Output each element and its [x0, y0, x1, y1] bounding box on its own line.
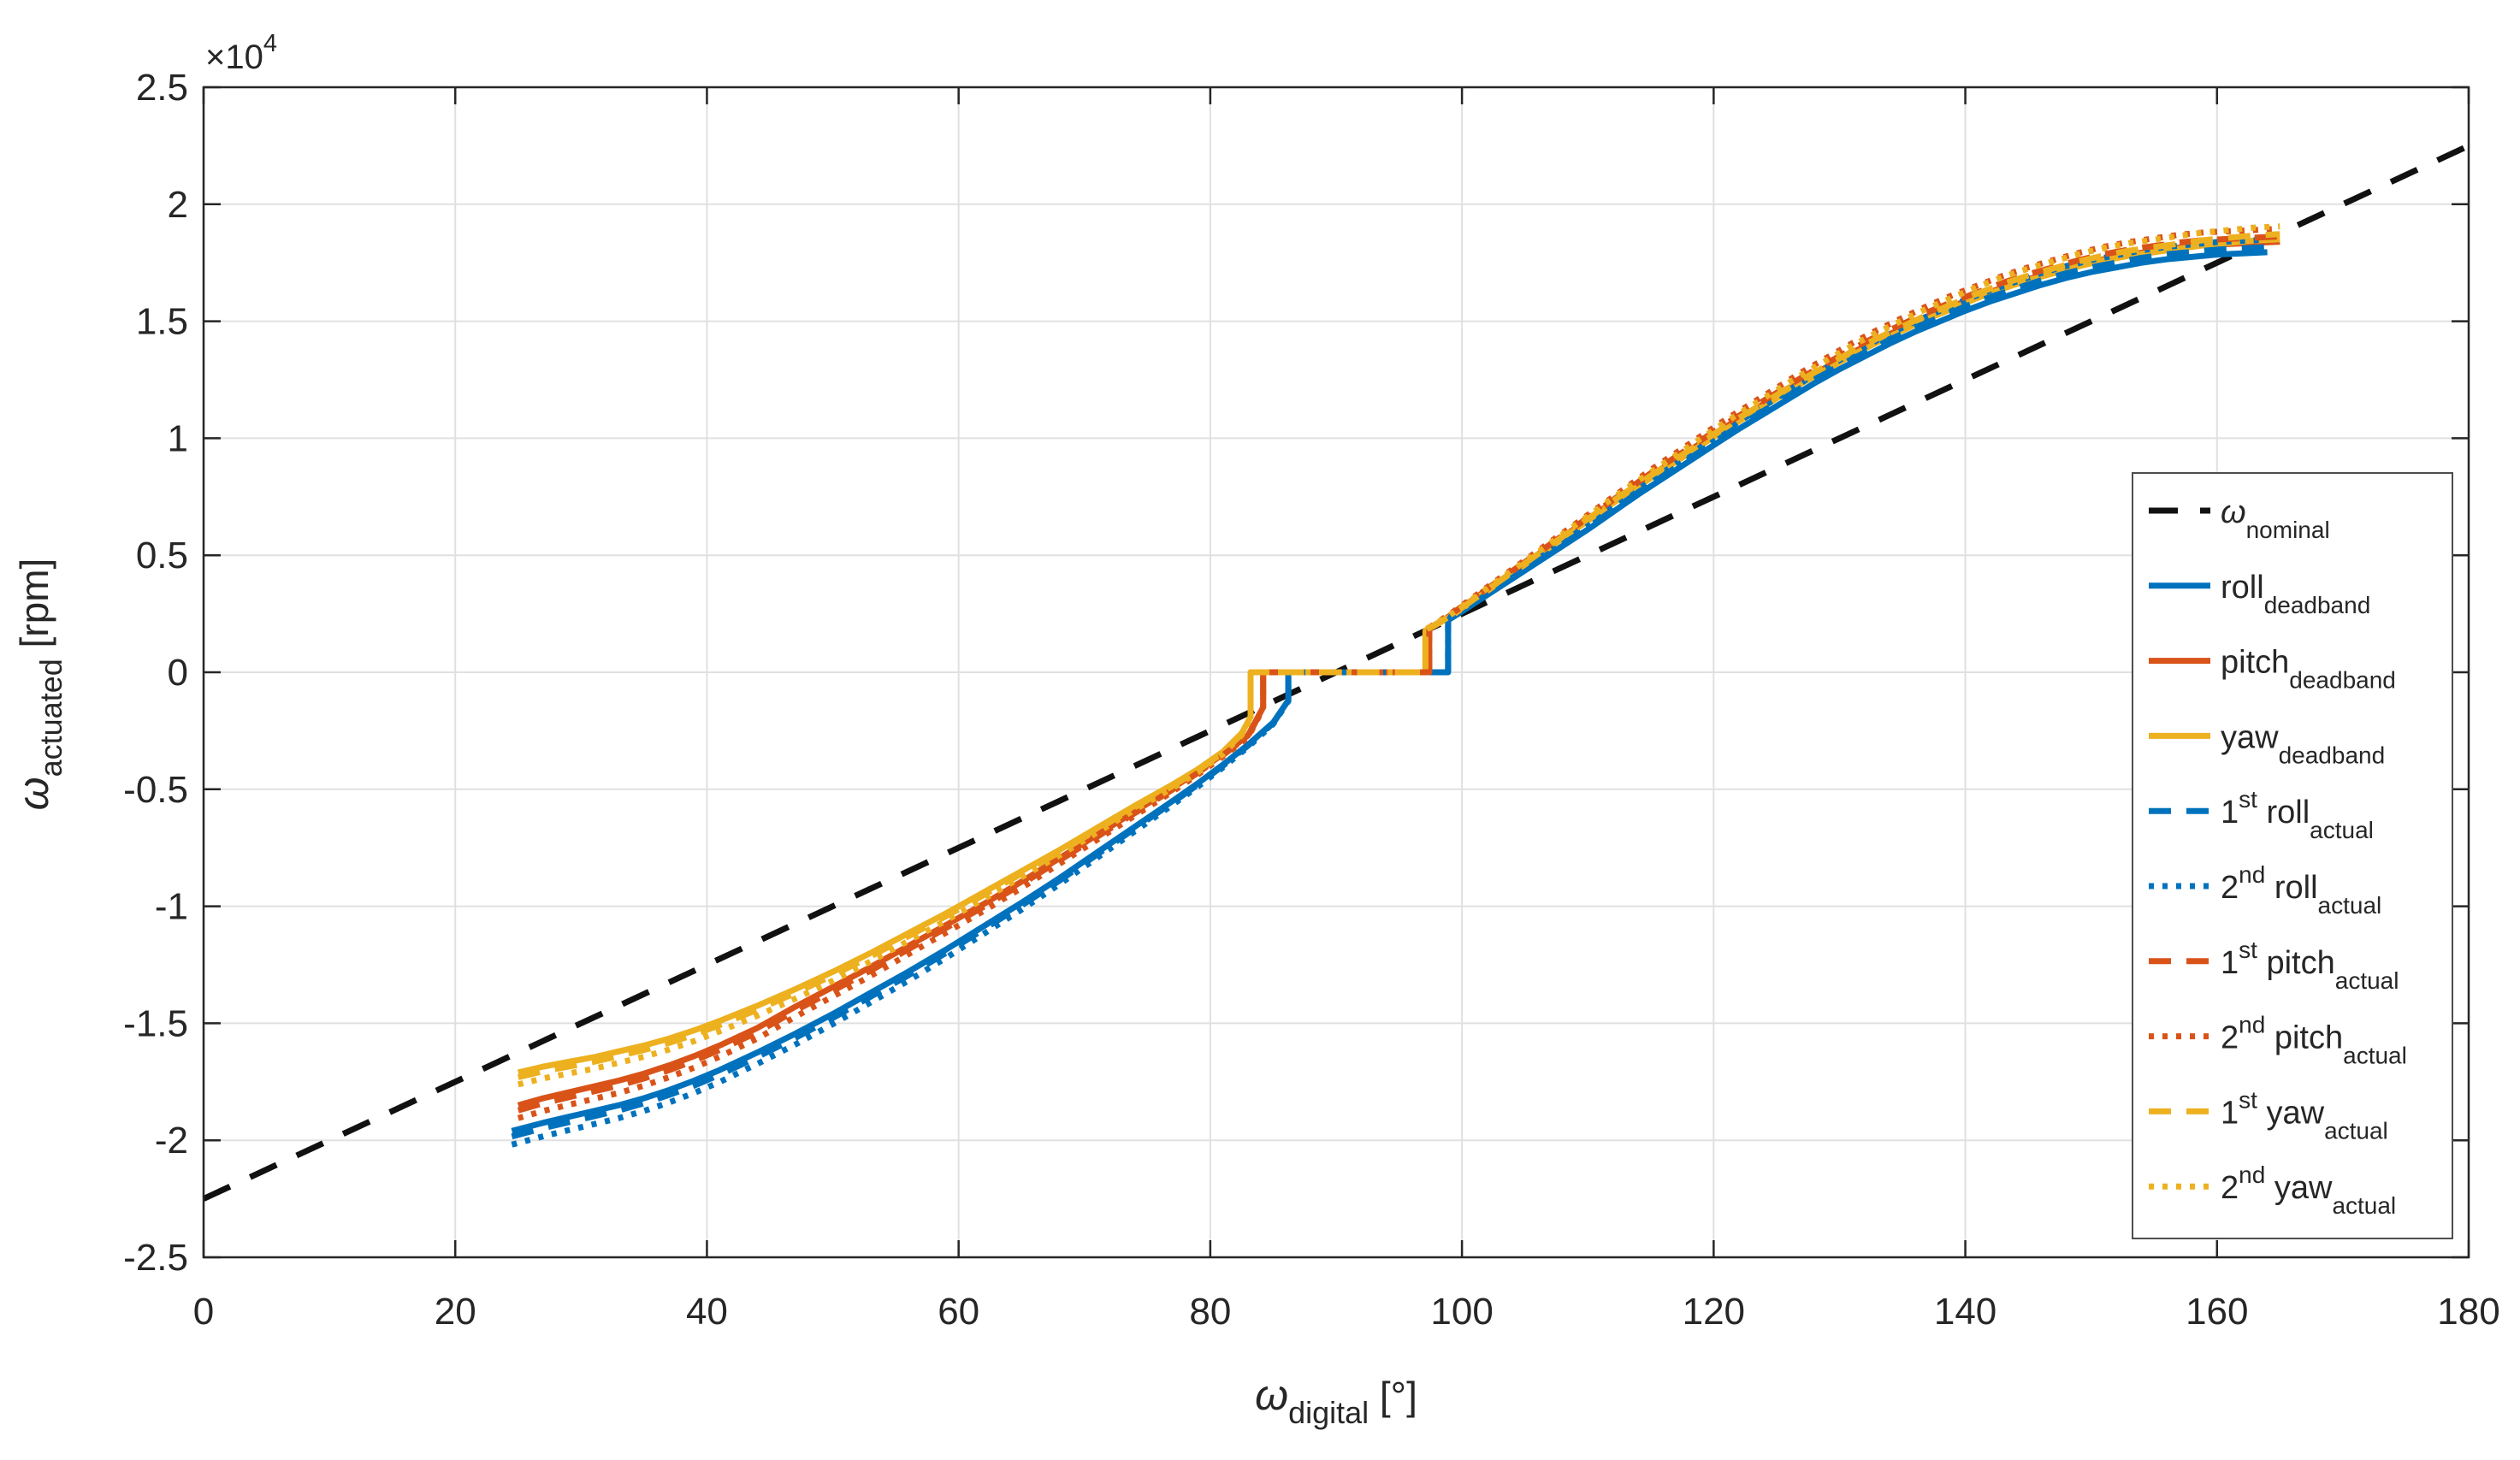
- y-axis-label: ωactuated [rpm]: [9, 559, 68, 811]
- axes-box: [202, 86, 2470, 1259]
- legend-label-1st-pitch-actual: 1st pitchactual: [2221, 937, 2399, 994]
- svg-text:60: 60: [938, 1291, 979, 1333]
- legend-label-1st-yaw-actual: 1st yawactual: [2221, 1086, 2388, 1144]
- svg-text:-2: -2: [155, 1120, 188, 1161]
- legend-label-pitch-deadband: pitchdeadband: [2221, 645, 2396, 694]
- svg-text:0: 0: [168, 652, 188, 694]
- legend: ωnominal rolldeadband pitchdeadband yawdead…: [2132, 472, 2453, 1239]
- svg-text:80: 80: [1189, 1291, 1231, 1333]
- legend-item-1st-roll-actual: 1st rollactual: [2149, 786, 2374, 843]
- svg-text:-1.5: -1.5: [123, 1002, 188, 1044]
- svg-text:40: 40: [686, 1291, 728, 1333]
- series-1st-roll-actual: [511, 244, 2268, 1140]
- legend-label-1st-roll-actual: 1st rollactual: [2221, 786, 2374, 843]
- legend-item-roll-deadband: rolldeadband: [2149, 570, 2370, 618]
- legend-item-2nd-yaw-actual: 2nd yawactual: [2149, 1161, 2396, 1219]
- legend-item-1st-yaw-actual: 1st yawactual: [2149, 1086, 2388, 1144]
- legend-label-2nd-pitch-actual: 2nd pitchactual: [2221, 1012, 2407, 1069]
- svg-text:180: 180: [2437, 1291, 2499, 1333]
- series-2nd-pitch-actual: [517, 226, 2280, 1121]
- svg-text:-0.5: -0.5: [123, 769, 188, 811]
- legend-label-roll-deadband: rolldeadband: [2221, 570, 2370, 618]
- svg-text:140: 140: [1934, 1291, 1996, 1333]
- x-tick-labels: 0 20 40 60 80 100 120 140 160 180: [193, 1291, 2500, 1333]
- legend-label-2nd-roll-actual: 2nd rollactual: [2221, 861, 2381, 919]
- gridlines: [204, 87, 2469, 1257]
- svg-text:2.5: 2.5: [136, 67, 188, 109]
- svg-text:0.5: 0.5: [136, 535, 188, 576]
- legend-item-2nd-pitch-actual: 2nd pitchactual: [2149, 1012, 2407, 1069]
- legend-item-omega-nominal: ωnominal: [2149, 494, 2330, 543]
- legend-item-1st-pitch-actual: 1st pitchactual: [2149, 937, 2399, 994]
- y-tick-labels: -2.5 -2 -1.5 -1 -0.5 0 0.5 1 1.5 2 2.5: [123, 67, 188, 1279]
- svg-text:2: 2: [168, 184, 188, 226]
- legend-box: [2132, 472, 2453, 1239]
- svg-text:-2.5: -2.5: [123, 1237, 188, 1279]
- svg-text:160: 160: [2186, 1291, 2248, 1333]
- legend-label-yaw-deadband: yawdeadband: [2221, 719, 2385, 768]
- series-2nd-yaw-actual: [517, 223, 2280, 1088]
- svg-text:0: 0: [193, 1291, 214, 1333]
- series-lines: [202, 143, 2470, 1202]
- svg-text:1: 1: [168, 417, 188, 459]
- legend-item-pitch-deadband: pitchdeadband: [2149, 645, 2396, 694]
- legend-item-2nd-roll-actual: 2nd rollactual: [2149, 861, 2381, 919]
- svg-text:-1: -1: [155, 886, 188, 928]
- legend-item-yaw-deadband: yawdeadband: [2149, 719, 2385, 768]
- svg-text:120: 120: [1683, 1291, 1745, 1333]
- svg-text:1.5: 1.5: [136, 301, 188, 343]
- series-yaw-deadband: [518, 236, 2280, 1076]
- series-1st-yaw-actual: [517, 231, 2280, 1080]
- legend-label-omega-nominal: ωnominal: [2221, 494, 2330, 543]
- x-axis-label: ωdigital [°]: [1255, 1371, 1417, 1430]
- legend-label-2nd-yaw-actual: 2nd yawactual: [2221, 1161, 2396, 1219]
- svg-text:20: 20: [435, 1291, 476, 1333]
- svg-text:100: 100: [1430, 1291, 1493, 1333]
